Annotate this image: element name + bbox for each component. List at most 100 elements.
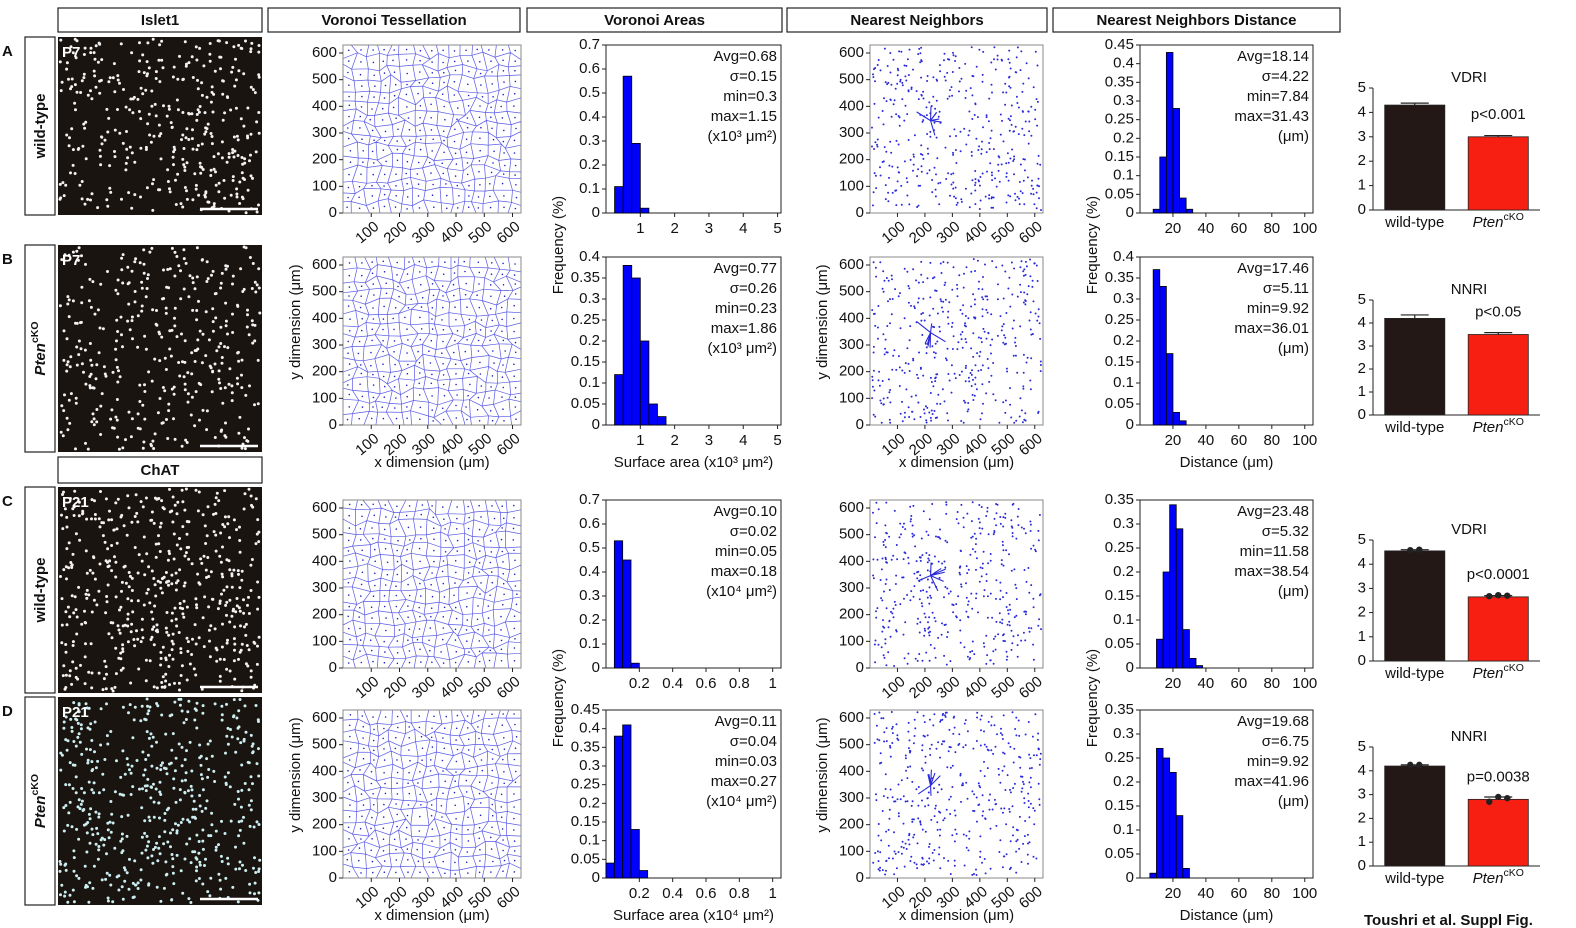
header-box [57, 456, 263, 484]
genotype-label: wild-type [32, 93, 49, 159]
y-tick-label: 0 [856, 416, 864, 433]
y-tick-label: 3 [1358, 786, 1366, 803]
y-tick-label: 0.2 [579, 332, 600, 349]
error-bar [1484, 332, 1513, 335]
neighbor-star [917, 562, 947, 592]
histogram-bar [622, 75, 633, 214]
y-tick-label: 0 [1126, 204, 1134, 221]
p-value: p=0.0038 [1467, 768, 1530, 785]
y-tick-label: 0.15 [1105, 148, 1134, 165]
bar [1467, 798, 1529, 867]
y-tick-label: 5 [1358, 531, 1366, 548]
stat-label: Avg=0.77 [713, 260, 777, 277]
stat-label: σ=5.11 [1263, 280, 1309, 297]
stat-label: (μm) [1278, 128, 1309, 145]
x-tick-label: 40 [1198, 432, 1215, 449]
y-tick-label: 0.35 [1105, 491, 1134, 508]
stat-label: σ=0.04 [730, 733, 777, 750]
y-tick-label: 0.35 [571, 738, 600, 755]
header-label: Nearest Neighbors Distance [1096, 12, 1296, 29]
y-tick-label: 0.05 [1105, 395, 1134, 412]
stat-label: min=7.84 [1247, 88, 1309, 105]
y-tick-label: 0.05 [571, 850, 600, 867]
genotype-box [24, 36, 56, 216]
stat-label: σ=6.75 [1262, 733, 1309, 750]
x-tick-label: 300 [933, 218, 963, 247]
x-tick-label: 20 [1165, 675, 1182, 692]
x-tick-label: 3 [705, 220, 713, 237]
y-tick-label: 0.25 [1105, 539, 1134, 556]
x-tick-label: 3 [705, 432, 713, 449]
data-point [1407, 761, 1414, 769]
panel-letter: B [2, 251, 13, 268]
y-tick-label: 0.15 [571, 813, 600, 830]
histogram-bar [622, 724, 632, 879]
header-box [526, 7, 783, 33]
y-tick-label: 0.05 [1105, 635, 1134, 652]
y-tick-label: 600 [312, 499, 337, 516]
y-tick-label: 400 [839, 97, 864, 114]
genotype-box [24, 696, 56, 906]
age-label: P7 [62, 44, 80, 61]
x-tick-label: 0.4 [662, 675, 683, 692]
y-tick-label: 400 [312, 762, 337, 779]
stat-label: σ=0.26 [730, 280, 777, 297]
x-axis-label: Distance (μm) [1180, 907, 1274, 924]
genotype-label-base: Pten [32, 796, 49, 829]
y-tick-label: 1 [1358, 833, 1366, 850]
histogram-bar [639, 207, 650, 214]
y-tick-label: 0.1 [579, 180, 600, 197]
x-tick-label: 200 [381, 673, 411, 702]
y-tick-label: 0.1 [579, 832, 600, 849]
y-tick-label: 0 [1358, 406, 1366, 423]
plot-frame [1139, 44, 1314, 214]
y-tick-label: 600 [839, 709, 864, 726]
y-tick-label: 0.15 [1105, 587, 1134, 604]
genotype-label: wild-type [32, 557, 49, 623]
cell-positions [871, 46, 1042, 211]
histogram-bar [1165, 52, 1174, 214]
stat-label: min=0.03 [715, 753, 777, 770]
data-point [1416, 546, 1423, 553]
histogram-bar [1182, 868, 1190, 879]
x-tick-label: 600 [1016, 883, 1046, 912]
y-axis-label: y dimension (μm) [814, 264, 831, 379]
x-tick-label: 40 [1198, 675, 1215, 692]
y-tick-label: 500 [839, 71, 864, 88]
histogram-bar [614, 186, 624, 214]
bar [1467, 136, 1529, 211]
x-tick-label: 4 [739, 220, 747, 237]
y-tick-label: 400 [312, 97, 337, 114]
y-tick-label: 500 [839, 283, 864, 300]
plot-frame [605, 499, 782, 669]
histogram-bar [630, 829, 640, 879]
x-tick-label: 400 [437, 673, 467, 702]
x-tick-label: 300 [409, 218, 439, 247]
x-axis-label: Surface area (x10⁴ μm²) [613, 907, 774, 924]
y-tick-label: 0.3 [579, 290, 600, 307]
stat-label: σ=4.22 [1262, 68, 1309, 85]
category-label-sup: cKO [1503, 662, 1523, 674]
category-label: PtencKO [1473, 211, 1524, 231]
y-tick-label: 0.35 [1105, 701, 1134, 718]
stat-label: (μm) [1278, 793, 1309, 810]
cell-positions [871, 258, 1042, 424]
histogram-bar [630, 662, 640, 669]
y-tick-label: 3 [1358, 128, 1366, 145]
y-tick-label: 4 [1358, 103, 1366, 120]
x-tick-label: 600 [1016, 430, 1046, 459]
micrograph [58, 697, 262, 905]
stat-label: σ=0.02 [730, 523, 777, 540]
cell-centers [346, 260, 517, 422]
y-tick-label: 0.2 [579, 156, 600, 173]
y-tick-label: 0.4 [1113, 55, 1134, 72]
y-tick-label: 500 [312, 283, 337, 300]
y-tick-label: 300 [312, 789, 337, 806]
stat-label: Avg=0.10 [713, 503, 777, 520]
y-tick-label: 300 [839, 124, 864, 141]
y-tick-label: 0.5 [579, 539, 600, 556]
x-axis-label: x dimension (μm) [899, 907, 1014, 924]
category-label: PtencKO [1473, 416, 1524, 436]
stat-label: Avg=19.68 [1237, 713, 1309, 730]
